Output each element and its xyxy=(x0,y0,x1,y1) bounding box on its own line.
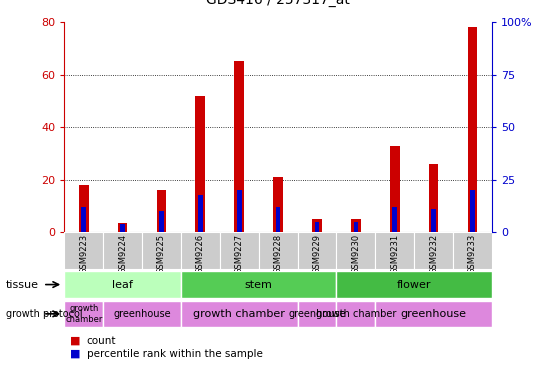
Bar xyxy=(82,207,86,232)
Bar xyxy=(237,190,241,232)
Text: ■: ■ xyxy=(70,349,80,359)
Text: GSM9224: GSM9224 xyxy=(118,234,127,274)
Text: tissue: tissue xyxy=(6,280,39,290)
Bar xyxy=(142,232,181,269)
Text: GSM9230: GSM9230 xyxy=(352,234,361,274)
Bar xyxy=(103,301,181,327)
Bar xyxy=(468,27,477,232)
Bar xyxy=(79,185,88,232)
Text: growth chamber: growth chamber xyxy=(193,309,285,319)
Bar xyxy=(64,272,181,298)
Text: greenhouse: greenhouse xyxy=(113,309,171,319)
Bar xyxy=(337,232,375,269)
Text: count: count xyxy=(87,336,116,346)
Bar xyxy=(353,222,358,232)
Bar xyxy=(181,232,220,269)
Text: stem: stem xyxy=(245,280,273,290)
Bar xyxy=(198,195,203,232)
Bar xyxy=(375,301,492,327)
Bar xyxy=(429,164,438,232)
Bar xyxy=(259,232,297,269)
Text: GSM9228: GSM9228 xyxy=(273,234,283,274)
Bar xyxy=(351,219,361,232)
Bar xyxy=(315,222,319,232)
Bar xyxy=(276,207,281,232)
Bar xyxy=(375,232,414,269)
Bar xyxy=(220,232,259,269)
Text: greenhouse: greenhouse xyxy=(288,309,346,319)
Text: GDS416 / 257317_at: GDS416 / 257317_at xyxy=(206,0,350,7)
Bar xyxy=(273,177,283,232)
Text: GSM9225: GSM9225 xyxy=(157,234,166,274)
Bar xyxy=(432,209,436,232)
Bar xyxy=(103,232,142,269)
Text: percentile rank within the sample: percentile rank within the sample xyxy=(87,349,263,359)
Bar xyxy=(414,232,453,269)
Bar xyxy=(196,96,205,232)
Bar xyxy=(470,190,475,232)
Text: leaf: leaf xyxy=(112,280,133,290)
Bar xyxy=(181,272,337,298)
Text: GSM9223: GSM9223 xyxy=(79,234,88,274)
Bar xyxy=(64,301,103,327)
Text: GSM9233: GSM9233 xyxy=(468,234,477,274)
Bar xyxy=(120,224,125,232)
Bar xyxy=(297,301,337,327)
Text: GSM9227: GSM9227 xyxy=(235,234,244,274)
Bar xyxy=(453,232,492,269)
Bar xyxy=(159,212,164,232)
Bar xyxy=(234,61,244,232)
Text: growth protocol: growth protocol xyxy=(6,309,82,319)
Text: greenhouse: greenhouse xyxy=(401,309,467,319)
Bar xyxy=(118,223,127,232)
Bar xyxy=(392,207,397,232)
Bar xyxy=(312,219,322,232)
Text: ■: ■ xyxy=(70,336,80,346)
Text: GSM9229: GSM9229 xyxy=(312,234,321,274)
Bar xyxy=(297,232,337,269)
Text: GSM9232: GSM9232 xyxy=(429,234,438,274)
Bar xyxy=(181,301,297,327)
Bar xyxy=(157,190,167,232)
Text: GSM9231: GSM9231 xyxy=(390,234,399,274)
Text: growth chamber: growth chamber xyxy=(316,309,396,319)
Bar xyxy=(64,232,103,269)
Bar xyxy=(337,272,492,298)
Text: growth
chamber: growth chamber xyxy=(65,304,102,324)
Text: GSM9226: GSM9226 xyxy=(196,234,205,274)
Bar xyxy=(390,146,400,232)
Bar xyxy=(337,301,375,327)
Text: flower: flower xyxy=(397,280,432,290)
